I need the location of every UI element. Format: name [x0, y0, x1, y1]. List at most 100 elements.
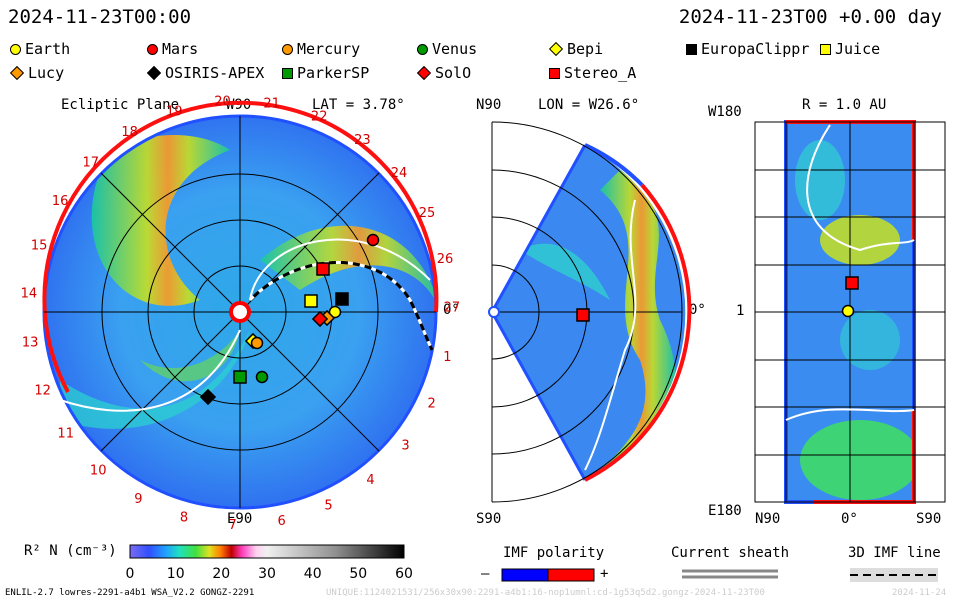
legend-item-osiris-apex: OSIRIS-APEX: [146, 64, 265, 82]
circle-marker-icon: [282, 43, 293, 55]
carrington-label-1: 1: [443, 350, 451, 365]
panel1-right-label: 0°: [443, 302, 460, 318]
colorbar-tick-10: 10: [167, 566, 185, 582]
header-left-time: 2024-11-23T00:00: [8, 6, 192, 28]
legend-item-juice: Juice: [820, 40, 880, 58]
imf-negative-swatch: [501, 568, 549, 582]
colorbar-tick-20: 20: [212, 566, 230, 582]
panel1-lat: LAT = 3.78°: [312, 97, 405, 113]
legend-item-mercury: Mercury: [282, 40, 360, 58]
mercury-marker: [250, 336, 264, 350]
carrington-label-3: 3: [401, 438, 409, 453]
carrington-label-7: 7: [229, 518, 237, 533]
panel1-title: Ecliptic Plane: [61, 97, 180, 113]
panel3-x-right: S90: [916, 511, 942, 527]
carrington-label-4: 4: [366, 473, 374, 488]
panel2-bottom-label: S90: [476, 511, 502, 527]
panel3-x-left: N90: [755, 511, 781, 527]
panel2-top-label: N90: [476, 97, 502, 113]
stereo-a-marker-map: [845, 276, 859, 290]
legend-item-earth: Earth: [10, 40, 70, 58]
carrington-label-18: 18: [121, 125, 138, 140]
legend-label: Lucy: [28, 64, 65, 82]
stereo-a-marker-meridional: [576, 308, 590, 322]
mars-marker: [366, 233, 380, 247]
legend-item-lucy: Lucy: [9, 64, 65, 82]
circle-marker-icon: [147, 43, 158, 55]
legend-label: OSIRIS-APEX: [165, 64, 265, 82]
legend-item-solo: SolO: [416, 64, 472, 82]
legend-label: Juice: [835, 40, 881, 58]
parkersp-marker: [233, 370, 247, 384]
object-markers: [199, 233, 859, 406]
carrington-label-20: 20: [214, 95, 231, 110]
imf-title: IMF polarity: [503, 545, 605, 561]
colorbar-tick-50: 50: [349, 566, 367, 582]
panel2-lon: LON = W26.6°: [538, 97, 640, 113]
carrington-label-10: 10: [90, 464, 107, 479]
legend-label: EuropaClippr: [701, 40, 810, 58]
colorbar-tick-30: 30: [258, 566, 276, 582]
carrington-label-9: 9: [134, 492, 142, 507]
carrington-label-26: 26: [437, 252, 454, 267]
panel2-right-label: 0°: [689, 302, 706, 318]
square-marker-icon: [549, 67, 560, 79]
imf3d-title: 3D IMF line: [848, 545, 941, 561]
circle-marker-icon: [417, 43, 428, 55]
carrington-label-19: 19: [166, 104, 183, 119]
imf-minus: –: [481, 566, 490, 582]
circle-marker-icon: [10, 43, 21, 55]
legend-item-bepi: Bepi: [548, 40, 604, 58]
legend-label: Stereo_A: [564, 64, 637, 82]
carrington-label-25: 25: [419, 206, 436, 221]
carrington-label-14: 14: [21, 287, 38, 302]
juice-marker: [304, 294, 318, 308]
legend-label: Earth: [25, 40, 71, 58]
carrington-label-27: 27: [444, 301, 461, 316]
legend-label: Venus: [432, 40, 478, 58]
square-marker-icon: [820, 43, 831, 55]
earth-marker: [328, 305, 342, 319]
footer-left: ENLIL-2.7 lowres-2291-a4b1 WSA_V2.2 GONG…: [5, 588, 255, 598]
legend-label: Mercury: [297, 40, 361, 58]
colorbar-tick-60: 60: [395, 566, 413, 582]
legend-label: SolO: [435, 64, 472, 82]
carrington-label-13: 13: [22, 336, 39, 351]
legend-item-stereo-a: Stereo_A: [549, 64, 636, 82]
carrington-label-15: 15: [31, 238, 48, 253]
carrington-label-22: 22: [311, 109, 328, 124]
panel1-bottom-label: E90: [227, 511, 253, 527]
carrington-label-16: 16: [52, 194, 69, 209]
carrington-label-5: 5: [324, 499, 332, 514]
colorbar: [129, 544, 405, 559]
colorbar-label: R² N (cm⁻³): [24, 543, 117, 559]
footer-date: 2024-11-24: [892, 588, 947, 598]
carrington-label-24: 24: [391, 166, 408, 181]
stereo-a-marker: [316, 262, 330, 276]
legend-item-europaclippr: EuropaClippr: [686, 40, 809, 58]
imf-positive-swatch: [547, 568, 595, 582]
legend-label: ParkerSP: [297, 64, 370, 82]
venus-marker: [255, 370, 269, 384]
europaclippr-marker: [335, 292, 349, 306]
legend-label: Bepi: [567, 40, 604, 58]
header-right-time: 2024-11-23T00 +0.00 day: [678, 6, 942, 28]
footer-right: UNIQUE:1124021531/256x30x90:2291-a4b1:16…: [326, 588, 765, 598]
earth-marker-map: [841, 304, 855, 318]
sheath-title: Current sheath: [671, 545, 790, 561]
colorbar-ticks: 0 10 20 30 40 50 60: [126, 566, 413, 582]
legend-item-mars: Mars: [147, 40, 198, 58]
imf-plus: +: [600, 566, 609, 582]
carrington-label-11: 11: [57, 427, 74, 442]
sphere-map-panel: [754, 120, 946, 504]
colorbar-tick-0: 0: [126, 566, 135, 582]
carrington-label-12: 12: [34, 383, 51, 398]
colorbar-tick-40: 40: [304, 566, 322, 582]
solo-marker: [311, 310, 329, 328]
carrington-label-8: 8: [180, 511, 188, 526]
carrington-label-2: 2: [427, 397, 435, 412]
panel3-top-label: W180: [708, 104, 742, 120]
